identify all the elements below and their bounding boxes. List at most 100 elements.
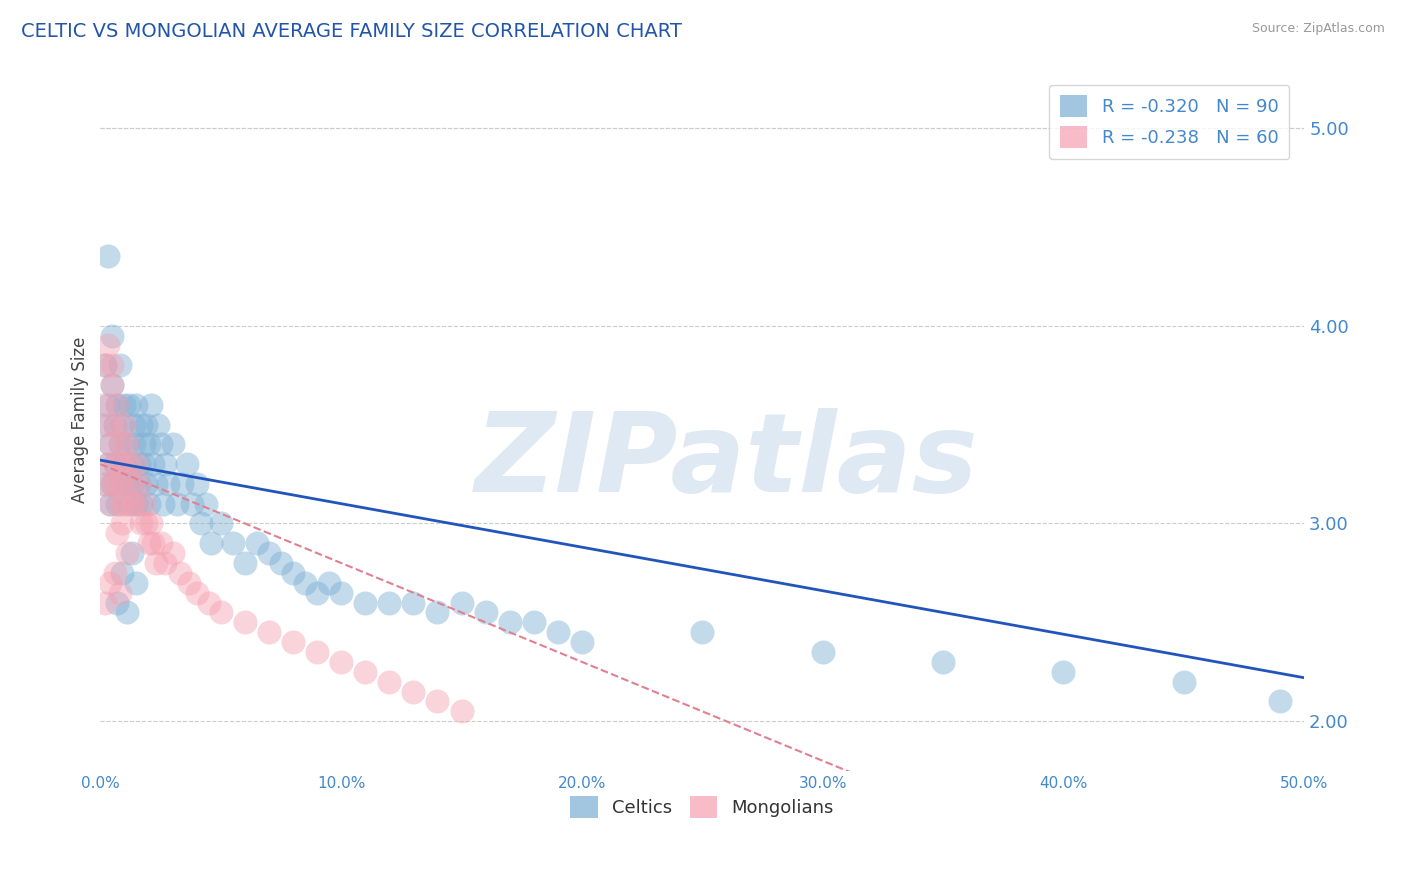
Point (281, 566, 304, 580)
Point (169, 566, 191, 580)
Point (200, 536, 222, 550)
Point (135, 417, 157, 432)
Point (125, 398, 148, 412)
Point (105, 497, 128, 511)
Point (186, 585, 208, 599)
Point (166, 497, 188, 511)
Point (498, 615, 520, 630)
Point (105, 398, 128, 412)
Point (118, 457, 141, 471)
Point (233, 556, 256, 570)
Point (104, 417, 127, 432)
Point (152, 497, 174, 511)
Y-axis label: Average Family Size: Average Family Size (72, 336, 89, 503)
Point (101, 358, 124, 372)
Point (318, 575, 340, 590)
Point (811, 645, 834, 659)
Point (111, 417, 134, 432)
Point (246, 536, 269, 550)
Point (94, 358, 117, 372)
Point (101, 378, 124, 392)
Point (135, 476, 157, 491)
Point (105, 526, 128, 541)
Point (98, 575, 121, 590)
Point (281, 635, 304, 649)
Point (197, 596, 219, 610)
Point (112, 457, 135, 471)
Point (94, 596, 117, 610)
Point (97, 417, 120, 432)
Point (108, 585, 131, 599)
Point (142, 457, 165, 471)
Point (94, 476, 117, 491)
Point (115, 476, 138, 491)
Point (450, 704, 472, 718)
Point (523, 615, 546, 630)
Point (94, 476, 117, 491)
Point (195, 497, 218, 511)
Point (122, 497, 145, 511)
Point (149, 437, 172, 451)
Point (155, 556, 177, 570)
Point (222, 536, 245, 550)
Point (354, 596, 377, 610)
Point (209, 516, 232, 531)
Point (108, 358, 131, 372)
Point (139, 398, 162, 412)
Point (162, 546, 184, 560)
Point (111, 457, 134, 471)
Point (354, 665, 377, 679)
Point (690, 625, 713, 640)
Point (132, 457, 155, 471)
Point (149, 536, 172, 550)
Point (104, 566, 127, 580)
Point (179, 575, 201, 590)
Point (101, 378, 124, 392)
Point (125, 497, 148, 511)
Point (98, 497, 121, 511)
Point (104, 417, 127, 432)
Point (98, 437, 121, 451)
Point (305, 585, 328, 599)
Point (129, 516, 152, 531)
Point (118, 398, 141, 412)
Point (125, 575, 148, 590)
Point (101, 476, 124, 491)
Text: Source: ZipAtlas.com: Source: ZipAtlas.com (1251, 22, 1385, 36)
Point (105, 596, 128, 610)
Point (209, 606, 232, 620)
Point (128, 457, 150, 471)
Point (97, 398, 120, 412)
Point (155, 457, 177, 471)
Point (450, 596, 472, 610)
Point (121, 497, 143, 511)
Point (402, 596, 425, 610)
Point (108, 497, 131, 511)
Point (94, 358, 117, 372)
Point (257, 546, 280, 560)
Point (138, 437, 160, 451)
Point (115, 606, 138, 620)
Point (1268, 694, 1291, 708)
Point (111, 476, 134, 491)
Point (135, 516, 157, 531)
Point (547, 625, 569, 640)
Point (97, 249, 120, 263)
Point (180, 497, 202, 511)
Point (186, 476, 208, 491)
Point (138, 497, 160, 511)
Point (111, 516, 134, 531)
Point (257, 625, 280, 640)
Point (111, 566, 134, 580)
Point (129, 497, 152, 511)
Point (129, 417, 152, 432)
Point (145, 476, 167, 491)
Point (330, 655, 353, 669)
Point (98, 437, 121, 451)
Point (111, 476, 134, 491)
Point (172, 476, 194, 491)
Point (91, 398, 114, 412)
Point (112, 417, 135, 432)
Point (104, 457, 127, 471)
Point (176, 457, 198, 471)
